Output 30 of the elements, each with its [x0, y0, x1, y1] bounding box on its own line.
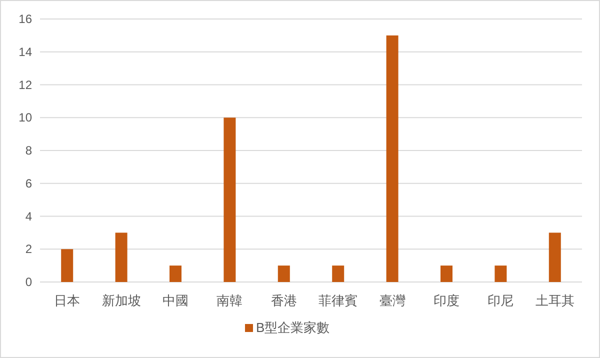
y-tick-label: 10 — [18, 110, 32, 125]
legend-label: B型企業家數 — [256, 320, 330, 335]
bar — [115, 232, 128, 282]
y-tick-label: 8 — [25, 144, 32, 158]
bar — [440, 266, 452, 282]
x-tick-label: 土耳其 — [535, 293, 574, 308]
x-tick-label: 中國 — [162, 293, 188, 308]
y-tick-label: 0 — [25, 275, 32, 289]
bar — [224, 118, 236, 282]
x-tick-label: 日本 — [54, 293, 80, 308]
y-tick-label: 2 — [25, 242, 32, 256]
bar — [494, 266, 507, 282]
x-tick-label: 新加坡 — [102, 293, 141, 308]
x-tick-label: 臺灣 — [379, 293, 406, 308]
y-tick-label: 14 — [18, 44, 32, 59]
bar — [386, 35, 398, 282]
x-tick-label: 香港 — [270, 293, 297, 308]
x-tick-label: 印尼 — [488, 293, 514, 308]
bar — [170, 266, 182, 282]
bar — [548, 232, 561, 282]
y-tick-label: 4 — [25, 209, 32, 224]
y-tick-label: 12 — [18, 78, 32, 92]
x-tick-label: 印度 — [434, 293, 460, 308]
bar — [278, 266, 290, 282]
y-tick-label: 16 — [18, 12, 32, 26]
bar — [332, 266, 344, 282]
y-tick-label: 6 — [25, 176, 32, 190]
x-tick-label: 南韓 — [216, 293, 243, 308]
x-tick-label: 菲律賓 — [318, 293, 358, 308]
bar — [61, 249, 74, 282]
